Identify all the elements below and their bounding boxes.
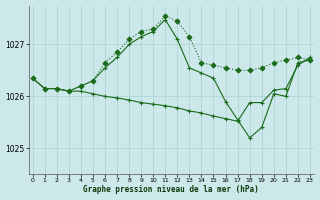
X-axis label: Graphe pression niveau de la mer (hPa): Graphe pression niveau de la mer (hPa)	[84, 185, 259, 194]
